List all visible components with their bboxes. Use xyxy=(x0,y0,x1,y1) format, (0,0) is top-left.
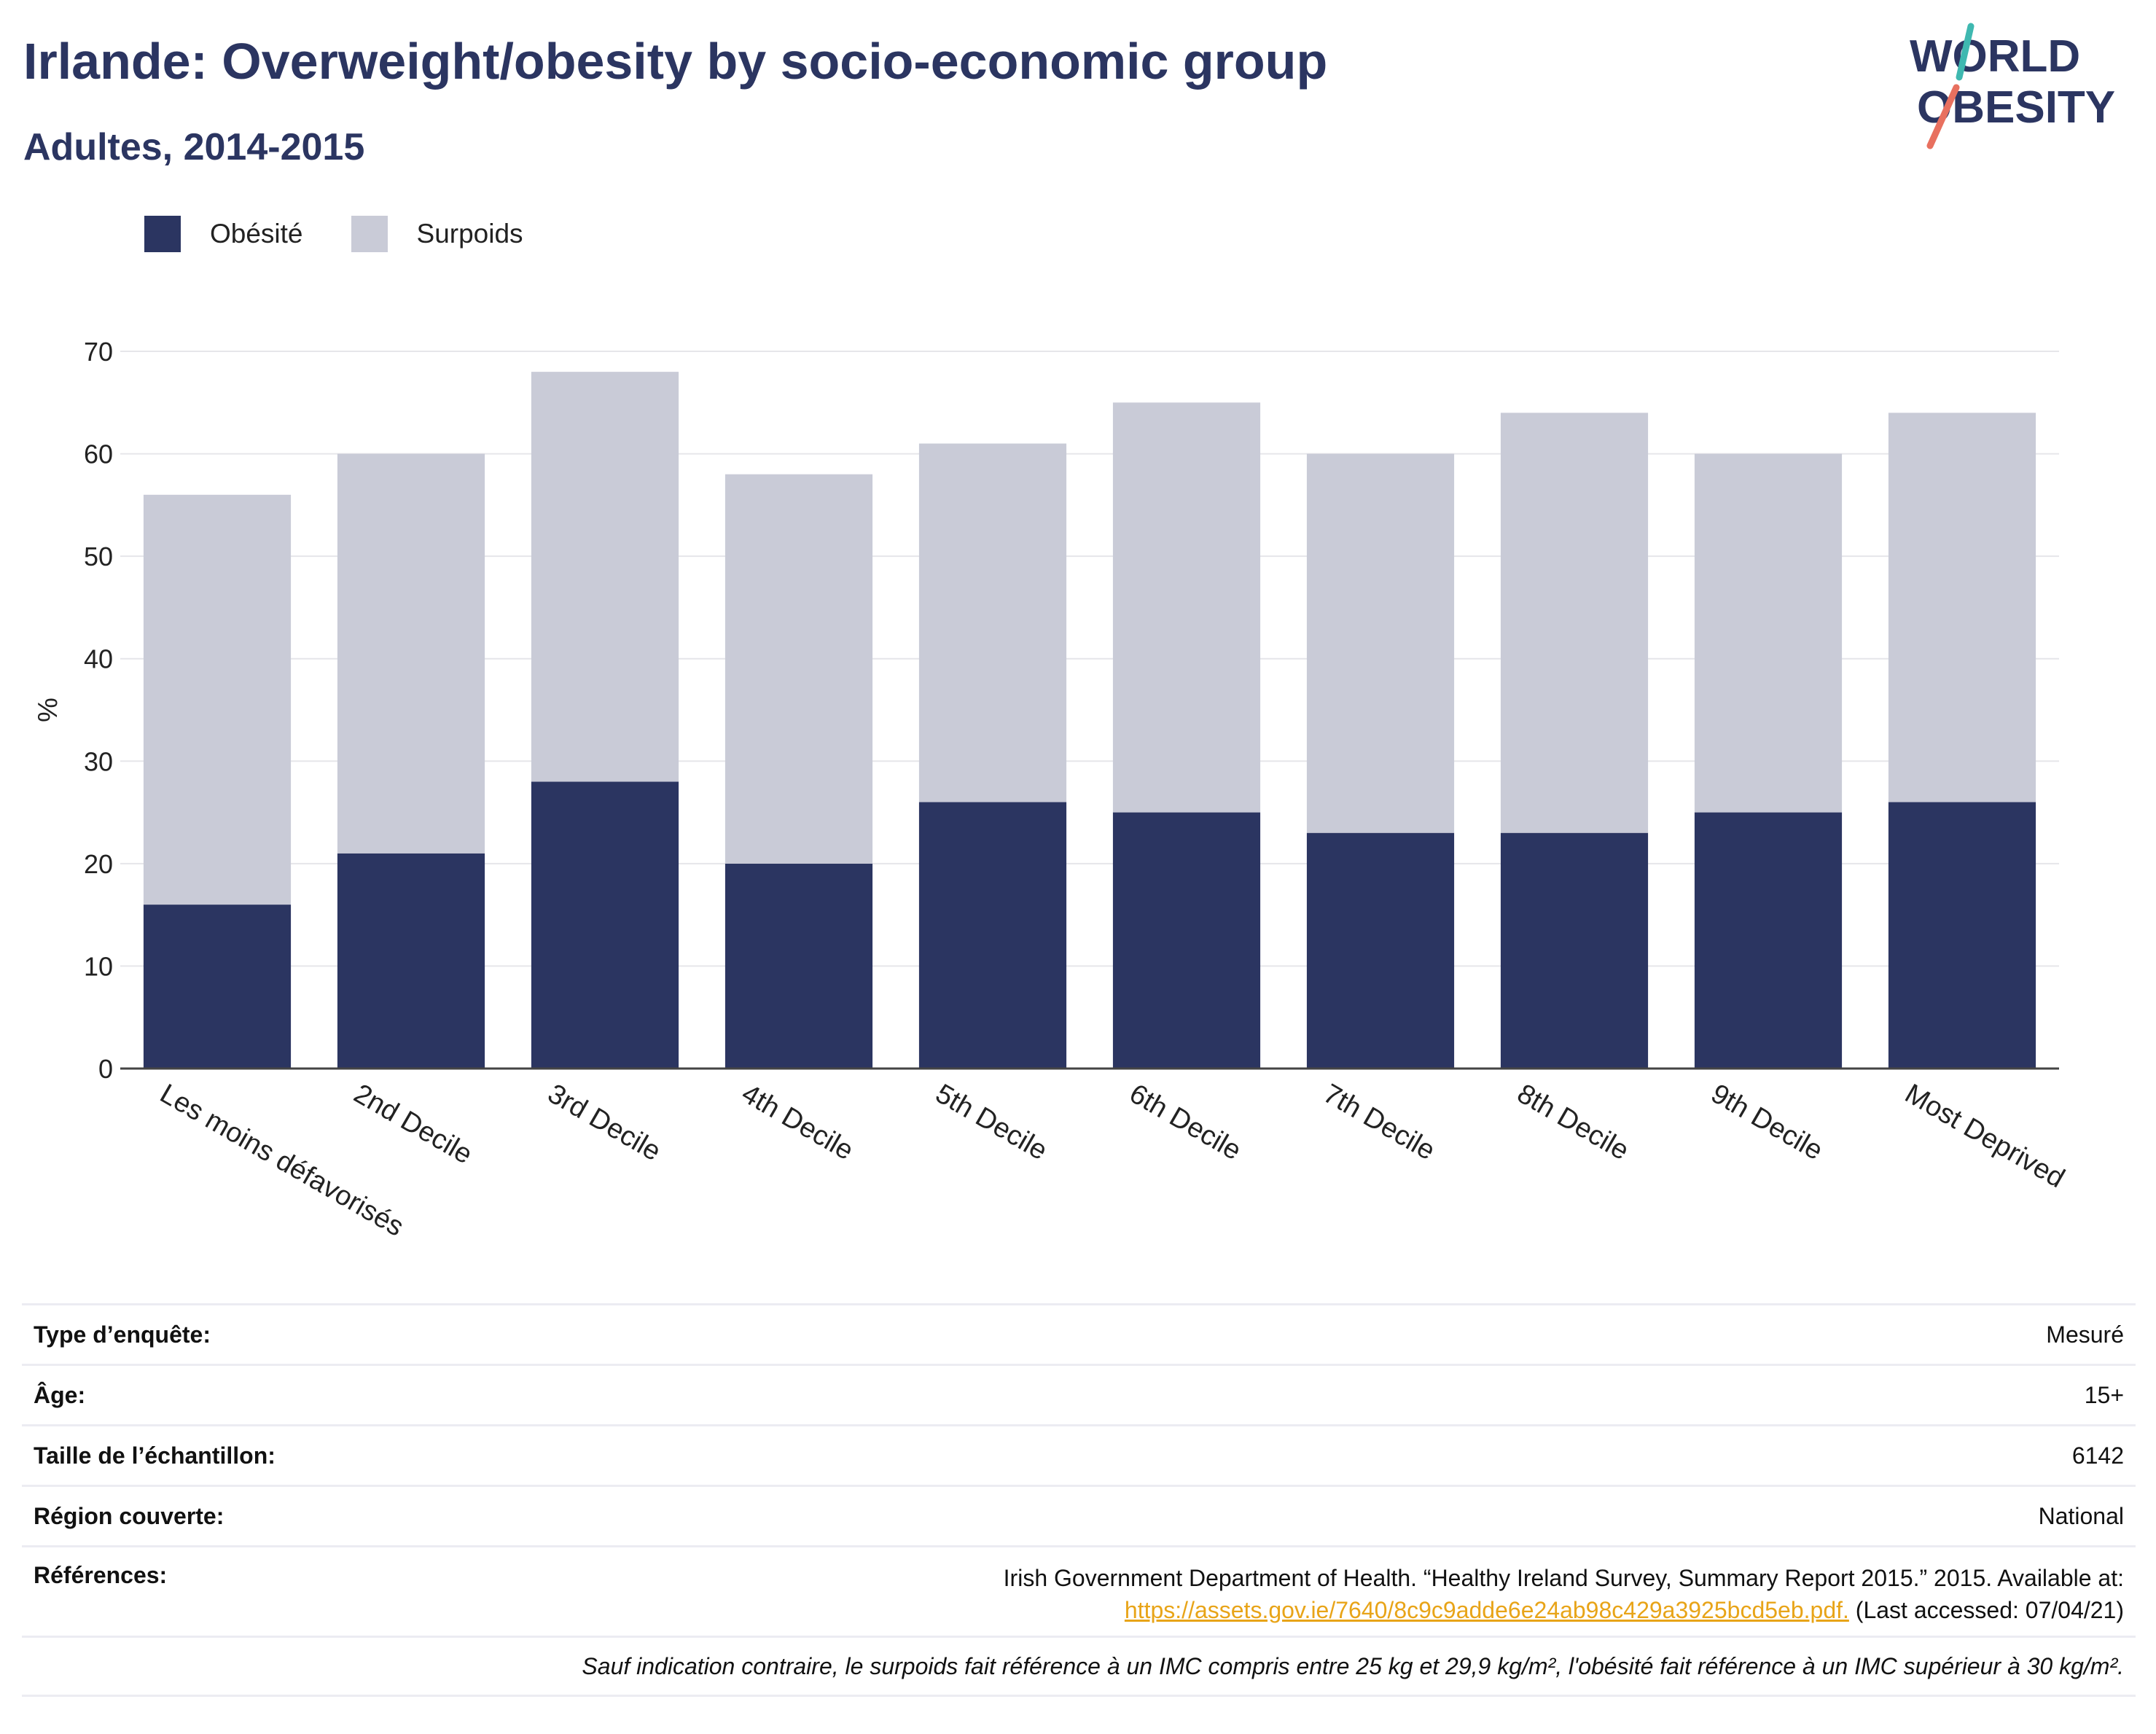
region-value: National xyxy=(2038,1502,2124,1529)
sample-size-value: 6142 xyxy=(2071,1442,2124,1469)
bar-overweight xyxy=(1888,413,2036,802)
bar-overweight xyxy=(1500,413,1649,833)
logo-slash-bottom xyxy=(1926,84,1960,149)
x-tick-label: 3rd Decile xyxy=(542,1078,665,1167)
info-row-note: Sauf indication contraire, le surpoids f… xyxy=(22,1636,2136,1697)
x-tick-label: 6th Decile xyxy=(1124,1078,1246,1166)
bar-obesity xyxy=(531,781,679,1069)
bar-obesity xyxy=(1306,832,1455,1069)
legend-item-overweight[interactable]: Surpoids xyxy=(351,216,523,252)
info-row-references: Références: Irish Government Department … xyxy=(22,1545,2136,1636)
references-label: Références: xyxy=(34,1562,168,1588)
y-tick-label: 70 xyxy=(84,337,113,367)
bar-obesity xyxy=(143,905,292,1069)
x-tick-label: 4th Decile xyxy=(736,1078,858,1166)
bar-overweight xyxy=(337,453,485,854)
y-tick-label: 40 xyxy=(84,644,113,674)
bar-obesity xyxy=(1888,802,2036,1069)
legend-label-overweight: Surpoids xyxy=(416,219,523,249)
chart-title: Irlande: Overweight/obesity by socio-eco… xyxy=(23,33,1328,90)
info-row-survey-type: Type d’enquête: Mesuré xyxy=(22,1303,2136,1364)
bar-overweight xyxy=(1306,453,1455,833)
survey-type-value: Mesuré xyxy=(2046,1321,2124,1348)
sample-size-label: Taille de l’échantillon: xyxy=(34,1442,276,1469)
y-tick-label: 50 xyxy=(84,542,113,571)
bar-obesity xyxy=(918,802,1067,1069)
bar-overweight xyxy=(1694,453,1843,813)
x-tick-label: 5th Decile xyxy=(930,1078,1052,1166)
age-label: Âge: xyxy=(34,1381,86,1408)
logo-slash-top xyxy=(1956,23,1975,81)
y-tick-label: 0 xyxy=(98,1054,113,1084)
bar-overweight xyxy=(724,474,873,864)
chart-legend: Obésité Surpoids xyxy=(144,216,571,252)
x-tick-label: 9th Decile xyxy=(1706,1078,1827,1166)
bar-overweight xyxy=(143,494,292,905)
y-tick-label: 60 xyxy=(84,440,113,469)
references-accessed: (Last accessed: 07/04/21) xyxy=(1855,1597,2124,1623)
y-tick-label: 30 xyxy=(84,746,113,776)
legend-item-obesity[interactable]: Obésité xyxy=(144,216,303,252)
y-tick-label: 10 xyxy=(84,951,113,981)
x-tick-label: 2nd Decile xyxy=(348,1078,477,1170)
legend-swatch-obesity xyxy=(144,216,181,252)
bar-obesity xyxy=(1694,812,1843,1069)
references-text: Irish Government Department of Health. “… xyxy=(1003,1565,2124,1591)
x-tick-label: 7th Decile xyxy=(1318,1078,1440,1166)
info-row-region: Région couverte: National xyxy=(22,1485,2136,1545)
bar-obesity xyxy=(724,863,873,1069)
bar-overweight xyxy=(1112,402,1261,813)
legend-label-obesity: Obésité xyxy=(210,219,303,249)
bar-obesity xyxy=(337,853,485,1069)
logo-word-world: WORLD xyxy=(1910,31,2080,82)
x-tick-label: Most Deprived xyxy=(1899,1078,2069,1194)
age-value: 15+ xyxy=(2084,1381,2124,1408)
info-row-sample-size: Taille de l’échantillon: 6142 xyxy=(22,1424,2136,1485)
survey-info-table: Type d’enquête: Mesuré Âge: 15+ Taille d… xyxy=(22,1303,2136,1697)
definition-note: Sauf indication contraire, le surpoids f… xyxy=(582,1652,2124,1679)
references-link[interactable]: https://assets.gov.ie/7640/8c9c9adde6e24… xyxy=(1124,1597,1849,1623)
legend-swatch-overweight xyxy=(351,216,388,252)
bar-overweight xyxy=(918,443,1067,802)
bar-overweight xyxy=(531,372,679,782)
y-tick-label: 20 xyxy=(84,849,113,879)
references-value: Irish Government Department of Health. “… xyxy=(1004,1562,2124,1626)
info-row-age: Âge: 15+ xyxy=(22,1364,2136,1424)
survey-type-label: Type d’enquête: xyxy=(34,1321,211,1348)
x-tick-label: 8th Decile xyxy=(1512,1078,1633,1166)
chart-subtitle: Adultes, 2014-2015 xyxy=(23,126,365,168)
region-label: Région couverte: xyxy=(34,1502,224,1529)
world-obesity-logo: WORLD OBESITY xyxy=(1910,23,2115,149)
bar-obesity xyxy=(1112,812,1261,1069)
y-axis-label: % xyxy=(33,698,63,722)
bar-obesity xyxy=(1500,832,1649,1069)
